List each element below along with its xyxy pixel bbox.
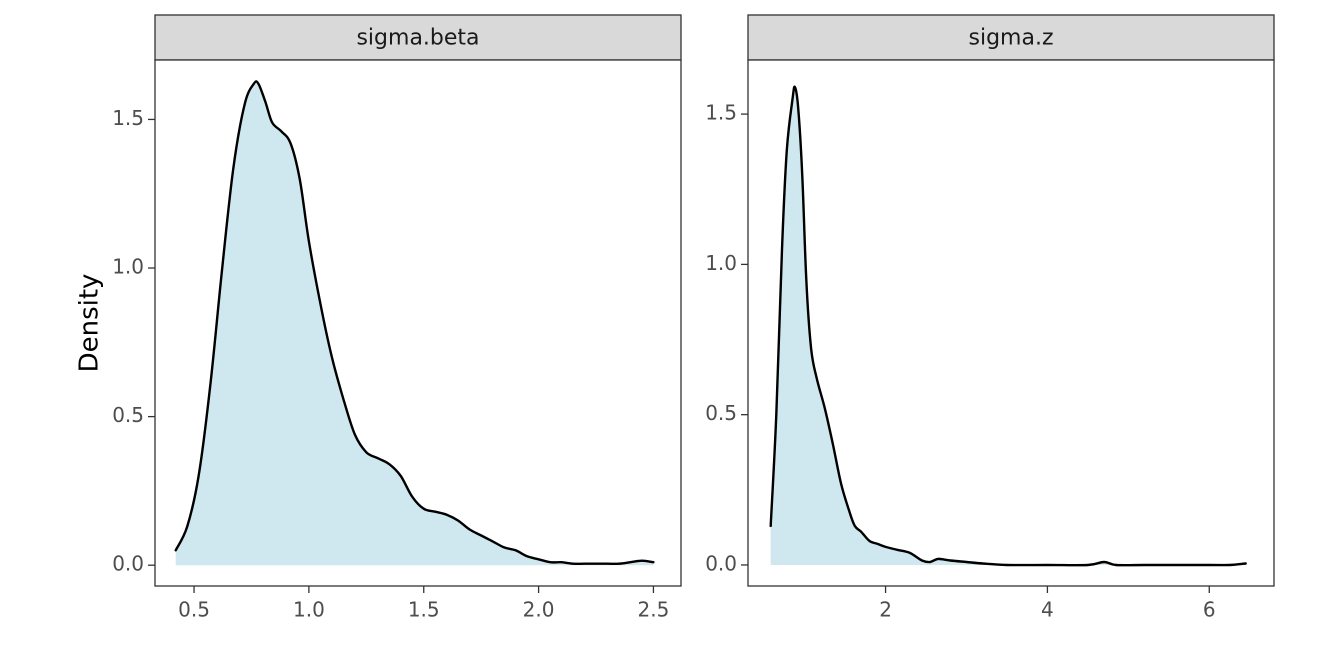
facet-strip-label: sigma.beta (356, 26, 479, 51)
density-line (769, 85, 1247, 567)
density-area (175, 83, 654, 566)
x-tick-label: 1.5 (408, 598, 440, 622)
facet-panel-2: sigma.z 0.0 0.5 1.0 1.5 2 4 6 (705, 14, 1275, 622)
density-line (174, 80, 655, 566)
y-tick-label: 0.5 (705, 401, 737, 425)
y-tick-label: 0.0 (705, 551, 737, 575)
density-area (770, 87, 1246, 565)
facet-strip-label: sigma.z (969, 26, 1054, 51)
panel-border (747, 59, 1275, 587)
y-tick-label: 1.5 (705, 101, 737, 125)
y-tick-label: 1.5 (112, 106, 144, 130)
x-tick-label: 4 (1041, 598, 1054, 622)
panel-border (154, 59, 682, 587)
y-tick-label: 0.5 (112, 403, 144, 427)
x-tick-label: 2.0 (523, 598, 555, 622)
x-tick-label: 2.5 (638, 598, 670, 622)
facet-strip (154, 14, 682, 61)
y-tick-label: 0.0 (112, 552, 144, 576)
y-tick-label: 1.0 (112, 255, 144, 279)
facet-panel-1: sigma.beta 0.0 0.5 1.0 1.5 0.5 1.0 1.5 2.0 2.5 (112, 14, 682, 622)
facet-strip (747, 14, 1275, 61)
x-tick-label: 2 (879, 598, 892, 622)
y-axis-title: Density (75, 274, 105, 373)
x-tick-label: 0.5 (178, 598, 210, 622)
x-tick-label: 6 (1203, 598, 1216, 622)
y-tick-label: 1.0 (705, 251, 737, 275)
x-tick-label: 1.0 (293, 598, 325, 622)
